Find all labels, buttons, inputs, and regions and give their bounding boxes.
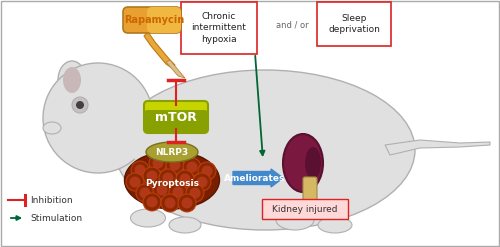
- Ellipse shape: [276, 210, 314, 230]
- Circle shape: [143, 167, 161, 185]
- Circle shape: [183, 158, 201, 176]
- Circle shape: [146, 170, 158, 182]
- Circle shape: [152, 158, 164, 168]
- Circle shape: [149, 154, 167, 172]
- FancyBboxPatch shape: [144, 101, 208, 133]
- FancyBboxPatch shape: [144, 110, 208, 133]
- Circle shape: [196, 177, 207, 187]
- Circle shape: [202, 165, 212, 177]
- Text: Pyroptosis: Pyroptosis: [145, 179, 199, 187]
- Circle shape: [43, 63, 153, 173]
- Ellipse shape: [146, 142, 198, 162]
- Circle shape: [131, 161, 149, 179]
- Circle shape: [161, 194, 179, 212]
- Ellipse shape: [58, 61, 86, 99]
- Text: Ameliorates: Ameliorates: [224, 173, 286, 183]
- Circle shape: [164, 198, 175, 208]
- FancyBboxPatch shape: [262, 199, 348, 219]
- Circle shape: [166, 156, 184, 174]
- Circle shape: [198, 162, 216, 180]
- Circle shape: [193, 173, 211, 191]
- Circle shape: [130, 177, 140, 187]
- Polygon shape: [144, 32, 175, 68]
- Circle shape: [176, 170, 194, 188]
- Text: Stimulation: Stimulation: [30, 213, 82, 223]
- Ellipse shape: [283, 134, 323, 192]
- Circle shape: [186, 162, 198, 172]
- Polygon shape: [166, 60, 185, 78]
- Circle shape: [72, 97, 88, 113]
- Text: Sleep
deprivation: Sleep deprivation: [328, 14, 380, 34]
- Circle shape: [126, 173, 144, 191]
- Text: Kidney injured: Kidney injured: [272, 205, 338, 213]
- Circle shape: [182, 198, 192, 208]
- Circle shape: [140, 187, 150, 199]
- Circle shape: [134, 165, 145, 176]
- Circle shape: [162, 172, 173, 184]
- Circle shape: [178, 194, 196, 212]
- Ellipse shape: [318, 217, 352, 233]
- FancyBboxPatch shape: [303, 177, 317, 203]
- FancyArrow shape: [233, 169, 283, 187]
- Circle shape: [146, 197, 158, 207]
- Circle shape: [136, 184, 154, 202]
- Text: NLRP3: NLRP3: [156, 147, 188, 157]
- Ellipse shape: [124, 151, 220, 209]
- Ellipse shape: [115, 70, 415, 230]
- Ellipse shape: [169, 217, 201, 233]
- Circle shape: [76, 101, 84, 109]
- Text: Rapamycin: Rapamycin: [124, 15, 184, 25]
- Text: and / or: and / or: [276, 21, 308, 29]
- Text: mTOR: mTOR: [155, 110, 197, 124]
- Ellipse shape: [43, 122, 61, 134]
- Circle shape: [143, 193, 161, 211]
- Circle shape: [180, 173, 190, 185]
- Circle shape: [170, 160, 180, 170]
- Polygon shape: [385, 140, 490, 155]
- Text: Inhibition: Inhibition: [30, 195, 72, 205]
- Ellipse shape: [130, 98, 186, 178]
- FancyBboxPatch shape: [317, 2, 391, 46]
- FancyBboxPatch shape: [147, 7, 181, 33]
- Ellipse shape: [305, 147, 321, 179]
- Circle shape: [172, 186, 184, 198]
- Circle shape: [159, 169, 177, 187]
- FancyBboxPatch shape: [123, 7, 181, 33]
- Circle shape: [153, 181, 171, 199]
- Circle shape: [169, 183, 187, 201]
- Circle shape: [186, 184, 204, 202]
- Circle shape: [190, 187, 200, 199]
- Ellipse shape: [130, 209, 166, 227]
- Ellipse shape: [63, 67, 81, 93]
- FancyBboxPatch shape: [181, 2, 257, 54]
- Text: Chronic
intermittent
hypoxia: Chronic intermittent hypoxia: [192, 12, 246, 44]
- Circle shape: [156, 185, 168, 195]
